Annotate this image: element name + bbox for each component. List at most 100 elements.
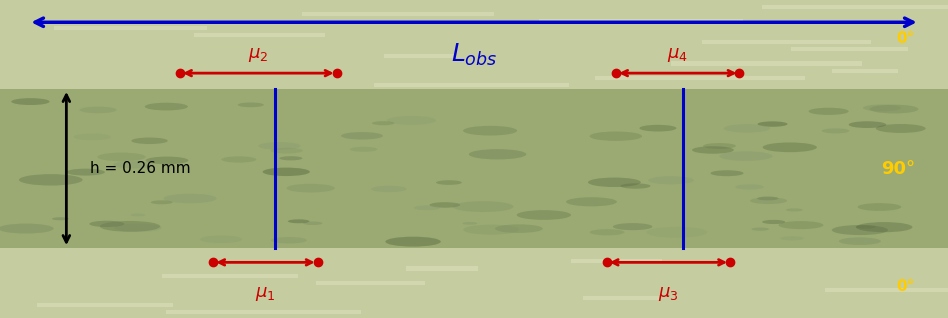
Ellipse shape bbox=[114, 161, 154, 168]
Ellipse shape bbox=[280, 156, 302, 160]
Ellipse shape bbox=[436, 180, 462, 185]
Ellipse shape bbox=[517, 210, 571, 220]
Ellipse shape bbox=[146, 156, 189, 164]
Ellipse shape bbox=[613, 223, 652, 230]
Ellipse shape bbox=[588, 177, 641, 187]
Ellipse shape bbox=[74, 134, 111, 140]
Text: $\mu_4$: $\mu_4$ bbox=[667, 45, 688, 64]
Text: 90°: 90° bbox=[881, 160, 915, 177]
Ellipse shape bbox=[288, 219, 309, 223]
Bar bbox=[670, 61, 863, 66]
Ellipse shape bbox=[757, 121, 788, 127]
Ellipse shape bbox=[822, 128, 849, 133]
Ellipse shape bbox=[869, 105, 919, 114]
Ellipse shape bbox=[780, 236, 804, 240]
Ellipse shape bbox=[259, 142, 301, 150]
Bar bbox=[826, 288, 948, 292]
Ellipse shape bbox=[469, 149, 526, 159]
Ellipse shape bbox=[131, 214, 145, 216]
Bar bbox=[302, 12, 494, 16]
Ellipse shape bbox=[809, 108, 848, 115]
Bar bbox=[0, 248, 948, 318]
Ellipse shape bbox=[271, 237, 307, 244]
Text: $L_{obs}$: $L_{obs}$ bbox=[450, 41, 498, 67]
Ellipse shape bbox=[762, 142, 817, 152]
Ellipse shape bbox=[11, 98, 49, 105]
Ellipse shape bbox=[80, 107, 117, 113]
Bar bbox=[832, 68, 898, 73]
Ellipse shape bbox=[52, 217, 69, 220]
Ellipse shape bbox=[145, 103, 188, 110]
Ellipse shape bbox=[387, 116, 436, 125]
Ellipse shape bbox=[831, 225, 888, 235]
Ellipse shape bbox=[778, 221, 824, 229]
Ellipse shape bbox=[703, 143, 736, 149]
Ellipse shape bbox=[463, 222, 478, 225]
Bar bbox=[166, 310, 361, 314]
Ellipse shape bbox=[132, 137, 168, 144]
Text: $\mu_3$: $\mu_3$ bbox=[658, 285, 679, 303]
Bar bbox=[0, 0, 948, 89]
Ellipse shape bbox=[386, 237, 441, 246]
Ellipse shape bbox=[876, 124, 925, 133]
Ellipse shape bbox=[639, 125, 677, 131]
Ellipse shape bbox=[858, 203, 902, 211]
Ellipse shape bbox=[736, 184, 764, 190]
Bar bbox=[572, 259, 662, 263]
Ellipse shape bbox=[19, 174, 82, 185]
Text: $\mu_1$: $\mu_1$ bbox=[255, 285, 276, 303]
Ellipse shape bbox=[429, 202, 460, 208]
Ellipse shape bbox=[786, 208, 803, 211]
Ellipse shape bbox=[692, 146, 734, 154]
Ellipse shape bbox=[648, 176, 694, 184]
Ellipse shape bbox=[495, 225, 543, 233]
Ellipse shape bbox=[590, 132, 642, 141]
Ellipse shape bbox=[711, 170, 743, 176]
Bar bbox=[384, 54, 456, 59]
Ellipse shape bbox=[647, 227, 707, 238]
Ellipse shape bbox=[200, 236, 242, 243]
Ellipse shape bbox=[270, 148, 302, 154]
Text: 0°: 0° bbox=[897, 31, 915, 46]
Bar bbox=[194, 33, 325, 37]
Ellipse shape bbox=[757, 197, 778, 200]
Ellipse shape bbox=[372, 121, 394, 125]
Ellipse shape bbox=[620, 183, 650, 189]
Ellipse shape bbox=[720, 151, 773, 161]
Ellipse shape bbox=[414, 205, 440, 210]
Bar bbox=[316, 281, 426, 285]
Ellipse shape bbox=[164, 194, 216, 203]
Text: 0°: 0° bbox=[897, 279, 915, 294]
Ellipse shape bbox=[151, 200, 173, 204]
Ellipse shape bbox=[263, 168, 310, 176]
Ellipse shape bbox=[303, 222, 322, 225]
Ellipse shape bbox=[238, 102, 264, 107]
Ellipse shape bbox=[341, 132, 383, 140]
Ellipse shape bbox=[372, 186, 407, 192]
Ellipse shape bbox=[856, 225, 876, 229]
Ellipse shape bbox=[0, 224, 54, 233]
Ellipse shape bbox=[115, 224, 162, 232]
Bar bbox=[54, 26, 207, 30]
Ellipse shape bbox=[762, 220, 785, 224]
Ellipse shape bbox=[752, 228, 769, 231]
Ellipse shape bbox=[848, 121, 886, 128]
Bar bbox=[583, 295, 660, 300]
Ellipse shape bbox=[463, 126, 517, 135]
Bar bbox=[595, 76, 805, 80]
Ellipse shape bbox=[566, 197, 617, 206]
Ellipse shape bbox=[590, 229, 625, 235]
Text: h = 0.26 mm: h = 0.26 mm bbox=[90, 161, 191, 176]
Ellipse shape bbox=[724, 124, 770, 133]
Bar bbox=[162, 274, 298, 278]
Bar bbox=[702, 40, 871, 44]
Ellipse shape bbox=[286, 184, 335, 192]
Bar bbox=[0, 89, 948, 248]
Ellipse shape bbox=[464, 225, 519, 235]
Bar bbox=[538, 19, 743, 23]
Bar bbox=[791, 47, 908, 52]
Ellipse shape bbox=[856, 222, 912, 232]
Ellipse shape bbox=[221, 156, 256, 162]
Ellipse shape bbox=[453, 201, 514, 212]
Bar bbox=[37, 303, 173, 307]
